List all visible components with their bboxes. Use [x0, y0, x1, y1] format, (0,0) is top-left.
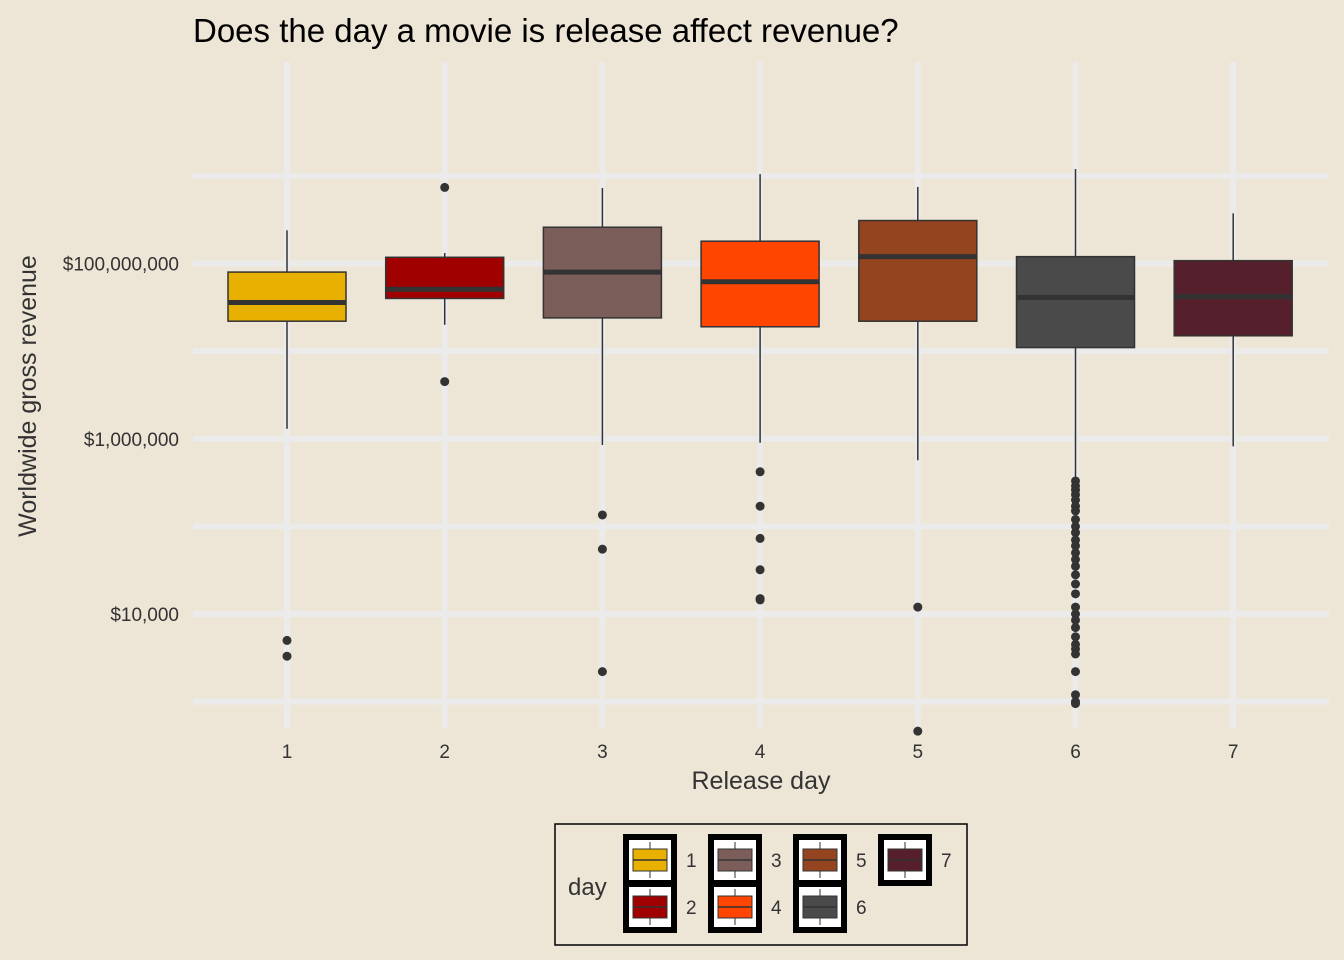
box-day-2	[384, 182, 505, 387]
y-tick-labels: $10,000 $1,000,000 $100,000,000	[63, 255, 179, 626]
legend-key-1: 1	[623, 834, 697, 886]
boxes-layer	[227, 169, 1293, 736]
outlier-point	[1071, 609, 1080, 619]
outlier-point	[755, 533, 765, 543]
y-tick-label: $1,000,000	[84, 430, 179, 451]
box-day-4	[700, 174, 820, 605]
legend: day 1 2 3 4 5 6 7	[554, 823, 968, 946]
legend-label: 2	[686, 898, 697, 919]
x-tick-label: 5	[913, 742, 924, 763]
box-body	[384, 256, 505, 300]
legend-label: 3	[771, 851, 782, 872]
legend-label: 6	[856, 898, 867, 919]
outlier-point	[282, 651, 292, 661]
x-tick-label: 6	[1070, 742, 1081, 763]
legend-title: day	[568, 874, 607, 901]
outlier-point	[1071, 561, 1080, 571]
y-axis-title: Worldwide gross revenue	[14, 255, 42, 537]
chart-title: Does the day a movie is release affect r…	[193, 12, 899, 49]
legend-key-2: 2	[623, 881, 697, 933]
legend-key-5: 5	[793, 834, 867, 886]
outlier-point	[1071, 541, 1080, 551]
y-tick-label: $10,000	[110, 605, 179, 626]
outlier-point	[1071, 579, 1080, 589]
outlier-point	[1071, 615, 1080, 625]
legend-keys: 1 2 3 4 5 6 7	[623, 834, 952, 933]
legend-label: 1	[686, 851, 697, 872]
outlier-point	[1071, 649, 1080, 659]
outlier-point	[440, 182, 450, 192]
outlier-point	[282, 635, 292, 645]
x-tick-labels: 1 2 3 4 5 6 7	[282, 742, 1239, 763]
outlier-point	[913, 602, 923, 612]
x-tick-label: 3	[597, 742, 608, 763]
outlier-point	[1071, 506, 1080, 516]
outlier-point	[1071, 690, 1080, 700]
outlier-point	[1071, 632, 1080, 642]
legend-label: 7	[941, 851, 952, 872]
legend-label: 5	[856, 851, 867, 872]
outlier-point	[1071, 602, 1080, 612]
outlier-point	[1071, 589, 1080, 599]
outlier-point	[755, 467, 765, 477]
x-tick-label: 7	[1228, 742, 1239, 763]
outlier-point	[1071, 514, 1080, 524]
box-day-6	[1015, 169, 1136, 709]
box-day-3	[542, 187, 663, 677]
outlier-point	[1071, 554, 1080, 564]
outlier-point	[1071, 521, 1080, 531]
outlier-point	[755, 565, 765, 575]
box-day-7	[1173, 213, 1293, 447]
outlier-point	[755, 501, 765, 511]
box-body	[1015, 255, 1136, 349]
outlier-point	[1071, 495, 1080, 505]
outlier-point	[755, 595, 765, 605]
box-day-5	[858, 186, 978, 736]
legend-box	[554, 823, 968, 946]
legend-label: 4	[771, 898, 782, 919]
box-body	[227, 271, 347, 322]
box-day-1	[227, 230, 347, 661]
outlier-point	[1071, 623, 1080, 633]
y-tick-label: $100,000,000	[63, 255, 179, 276]
outlier-point	[1071, 570, 1080, 580]
outlier-point	[597, 510, 607, 520]
outlier-point	[1071, 667, 1080, 677]
outlier-point	[597, 667, 607, 677]
outlier-point	[597, 544, 607, 554]
x-axis-title: Release day	[692, 767, 831, 795]
legend-key-4: 4	[708, 881, 782, 933]
outlier-point	[913, 726, 923, 736]
outlier-point	[1071, 699, 1080, 709]
outlier-point	[440, 377, 450, 387]
x-tick-label: 4	[755, 742, 766, 763]
legend-key-7: 7	[878, 834, 952, 886]
outlier-point	[1071, 548, 1080, 558]
outlier-point	[1071, 528, 1080, 538]
legend-key-6: 6	[793, 881, 867, 933]
x-tick-label: 1	[282, 742, 293, 763]
x-tick-label: 2	[439, 742, 450, 763]
box-body	[858, 219, 978, 322]
